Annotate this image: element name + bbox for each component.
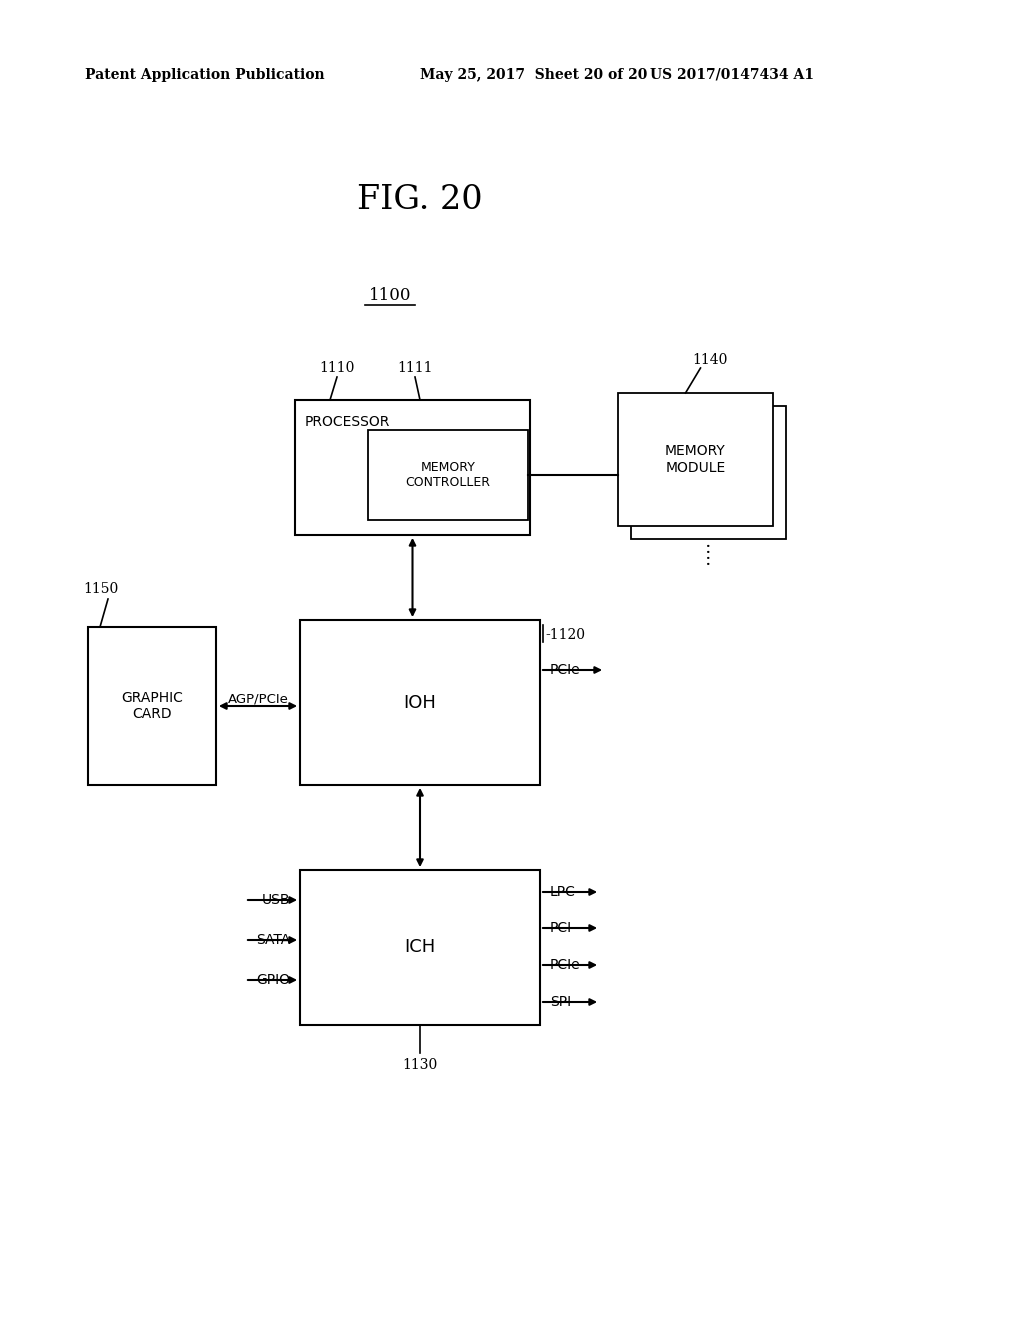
Text: MEMORY
CONTROLLER: MEMORY CONTROLLER [406, 461, 490, 488]
Bar [300, 620, 540, 785]
Text: US 2017/0147434 A1: US 2017/0147434 A1 [650, 69, 814, 82]
Text: USB: USB [261, 894, 290, 907]
Text: MEMORY
MODULE: MEMORY MODULE [666, 445, 726, 475]
Text: May 25, 2017  Sheet 20 of 20: May 25, 2017 Sheet 20 of 20 [420, 69, 647, 82]
Text: GRAPHIC
CARD: GRAPHIC CARD [121, 690, 183, 721]
Text: FIG. 20: FIG. 20 [357, 183, 482, 216]
Text: 1111: 1111 [397, 360, 433, 375]
Bar [295, 400, 530, 535]
Text: SATA: SATA [256, 933, 290, 946]
Text: :: : [706, 550, 712, 569]
Text: 1140: 1140 [693, 352, 728, 367]
Bar [300, 870, 540, 1026]
Text: AGP/PCIe: AGP/PCIe [227, 693, 289, 706]
Text: LPC: LPC [550, 884, 575, 899]
Text: GPIO: GPIO [256, 973, 290, 987]
Text: 1150: 1150 [83, 582, 118, 597]
Text: PCI: PCI [550, 921, 572, 935]
Text: Patent Application Publication: Patent Application Publication [85, 69, 325, 82]
Text: IOH: IOH [403, 693, 436, 711]
Text: 1130: 1130 [402, 1059, 437, 1072]
Text: SPI: SPI [550, 995, 571, 1008]
Bar [88, 627, 216, 785]
Text: PCIe: PCIe [550, 663, 581, 677]
Text: :: : [706, 539, 712, 557]
Text: -1120: -1120 [545, 628, 585, 642]
Text: PCIe: PCIe [550, 958, 581, 972]
Bar [618, 393, 773, 525]
Text: 1110: 1110 [319, 360, 354, 375]
Text: PROCESSOR: PROCESSOR [305, 414, 390, 429]
Bar [631, 407, 786, 539]
Text: ICH: ICH [404, 939, 435, 957]
Bar [368, 430, 528, 520]
Text: 1100: 1100 [369, 286, 412, 304]
